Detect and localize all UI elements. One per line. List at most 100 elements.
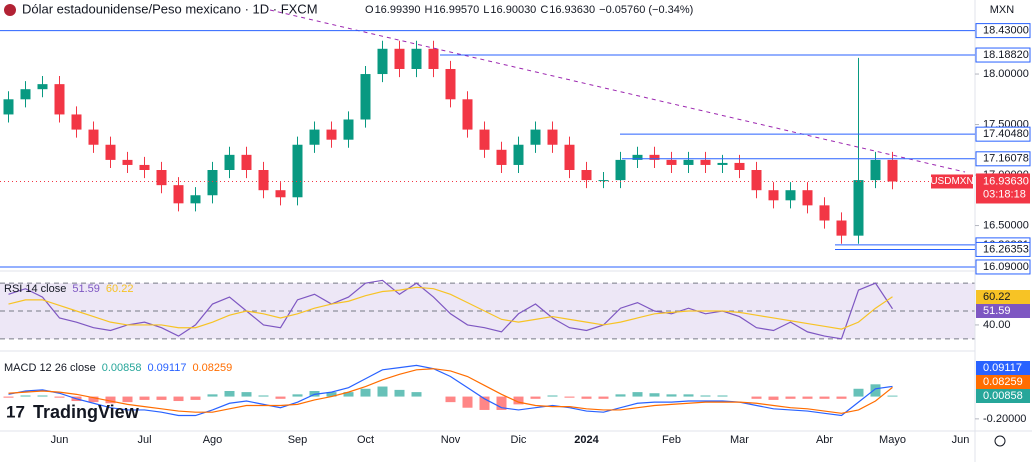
candle	[207, 161, 218, 204]
candle	[683, 151, 694, 174]
candle-body	[819, 205, 830, 221]
histogram-bar	[37, 395, 48, 397]
ohlc-value: 16.99570	[433, 4, 479, 16]
candle-body	[173, 185, 184, 204]
macd-title: MACD 12 26 close	[4, 362, 96, 374]
candle-body	[598, 180, 609, 182]
histogram-bar	[3, 396, 14, 398]
histogram-bar	[496, 396, 507, 410]
candle-body	[751, 170, 762, 191]
value-box	[976, 290, 1030, 304]
histogram-bar	[156, 396, 167, 400]
candle	[190, 187, 201, 212]
legend-value: 51.59	[72, 283, 100, 295]
histogram-bar	[173, 396, 184, 402]
level-label: 17.40480	[983, 128, 1029, 140]
candle	[717, 154, 728, 174]
candle	[513, 136, 524, 174]
histogram-bar	[394, 389, 405, 397]
candle	[700, 151, 711, 174]
level-label: 16.26353	[983, 243, 1029, 255]
ohlc-key: H	[424, 4, 432, 16]
x-tick-label: Jul	[137, 434, 151, 446]
candle	[411, 40, 422, 78]
candle	[360, 65, 371, 128]
candle	[802, 182, 813, 214]
candle	[598, 172, 609, 189]
level-label-box	[975, 23, 1031, 39]
histogram-bar	[683, 394, 694, 397]
histogram-bar	[360, 388, 371, 397]
candle	[292, 136, 303, 206]
candle-body	[513, 144, 524, 165]
candle-body	[887, 159, 898, 182]
candle	[564, 136, 575, 179]
ohlc-value: 16.93630	[549, 4, 595, 16]
candle-body	[632, 154, 643, 160]
price-label: 16.93630	[983, 175, 1029, 187]
candle-body	[836, 220, 847, 236]
level-label-box	[975, 126, 1031, 142]
candle	[479, 121, 490, 158]
y-tick-label: 40.00	[983, 319, 1011, 331]
histogram-bar	[258, 395, 269, 397]
candle-body	[343, 119, 354, 140]
histogram-bar	[632, 392, 643, 397]
indicator-line	[8, 279, 894, 340]
legend-value: 0.09117	[147, 362, 186, 374]
candle	[428, 40, 439, 78]
histogram-bar	[445, 396, 456, 403]
candle	[462, 91, 473, 138]
candle-body	[700, 159, 711, 165]
logo: 17 TradingView	[6, 402, 140, 422]
candle	[326, 121, 337, 148]
settings-icon[interactable]	[994, 435, 1006, 447]
y-tick-label: 16.50000	[983, 219, 1029, 231]
histogram-bar	[88, 396, 99, 403]
logo-text: TradingView	[33, 402, 140, 422]
candle-body	[377, 48, 388, 75]
candle-body	[88, 129, 99, 145]
histogram-bar	[870, 384, 881, 397]
candle	[241, 146, 252, 179]
candle	[309, 121, 320, 153]
histogram-bar	[666, 394, 677, 397]
candle-body	[190, 195, 201, 204]
candle	[394, 40, 405, 78]
ohlc-legend: O 16.99390 H 16.99570 L 16.90030 C 16.93630 −0.0…	[365, 4, 693, 16]
candle-body	[71, 114, 82, 130]
indicator-line	[8, 286, 893, 330]
x-tick-label: Dic	[511, 434, 527, 446]
x-tick-label: Sep	[288, 434, 308, 446]
histogram-bar	[887, 395, 898, 397]
candle	[173, 177, 184, 212]
plot-area	[0, 40, 975, 417]
histogram-bar	[122, 396, 133, 403]
histogram-bar	[20, 395, 31, 397]
candle	[54, 76, 65, 123]
level-label-box	[975, 259, 1031, 275]
histogram-bar	[700, 395, 711, 397]
candle-body	[207, 170, 218, 196]
histogram-bar	[717, 395, 728, 397]
candle-body	[462, 99, 473, 130]
ohlc-key: L	[483, 4, 489, 16]
value-box	[976, 304, 1030, 318]
candle-body	[20, 89, 31, 100]
candle	[377, 40, 388, 83]
symbol-box	[931, 174, 973, 189]
histogram-bar	[615, 394, 626, 397]
histogram-bar	[343, 392, 354, 397]
candle-body	[54, 84, 65, 115]
candle	[615, 151, 626, 189]
histogram-bar	[530, 396, 541, 399]
candle	[258, 161, 269, 199]
candle-body	[37, 84, 48, 90]
candle-body	[275, 190, 286, 198]
candle	[20, 81, 31, 108]
candle-body	[394, 48, 405, 69]
histogram-bar	[751, 396, 762, 399]
candle	[105, 136, 116, 168]
